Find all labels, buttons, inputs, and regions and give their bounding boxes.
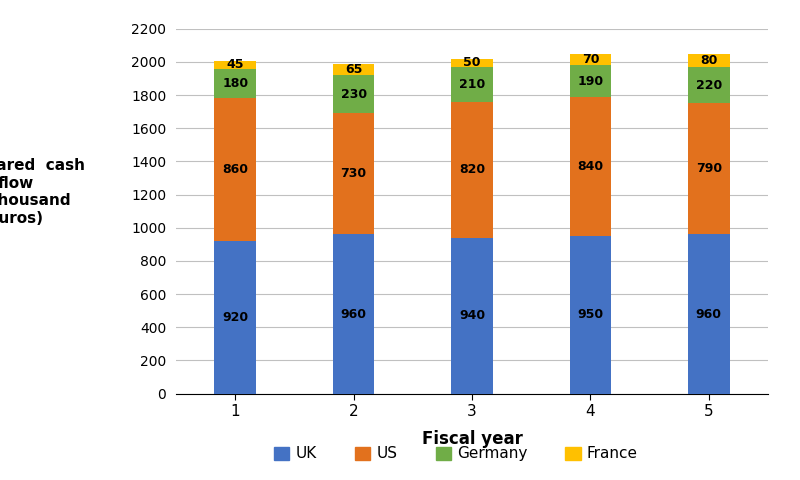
Bar <box>333 234 374 394</box>
Text: 80: 80 <box>700 54 718 67</box>
Text: 920: 920 <box>222 311 248 324</box>
Text: 840: 840 <box>578 160 603 173</box>
Bar <box>333 113 374 234</box>
Text: 45: 45 <box>226 59 244 72</box>
Text: 960: 960 <box>341 308 366 321</box>
Text: 950: 950 <box>578 308 603 321</box>
Bar <box>570 54 611 65</box>
Text: 230: 230 <box>341 88 366 101</box>
Bar <box>214 241 256 394</box>
Legend: UK, US, Germany, France: UK, US, Germany, France <box>268 440 644 468</box>
Text: 790: 790 <box>696 162 722 175</box>
Text: 820: 820 <box>459 163 485 176</box>
Bar <box>214 69 256 98</box>
Bar <box>451 59 493 67</box>
Text: 190: 190 <box>578 74 603 87</box>
Bar <box>688 234 730 394</box>
Bar <box>451 67 493 102</box>
Text: 180: 180 <box>222 77 248 90</box>
Bar <box>688 54 730 67</box>
Text: 730: 730 <box>341 168 366 180</box>
Bar <box>214 98 256 241</box>
Text: 960: 960 <box>696 308 722 321</box>
X-axis label: Fiscal year: Fiscal year <box>422 430 522 448</box>
Bar <box>451 238 493 394</box>
Text: 70: 70 <box>582 53 599 66</box>
Bar <box>570 65 611 97</box>
Text: Compared  cash
flow
(in thousand
Euros): Compared cash flow (in thousand Euros) <box>0 158 85 226</box>
Text: 50: 50 <box>463 56 481 69</box>
Bar <box>570 97 611 236</box>
Bar <box>451 102 493 238</box>
Bar <box>333 64 374 75</box>
Bar <box>333 75 374 113</box>
Bar <box>570 236 611 394</box>
Text: 65: 65 <box>345 63 362 76</box>
Bar <box>688 67 730 103</box>
Text: 860: 860 <box>222 163 248 176</box>
Bar <box>688 103 730 234</box>
Bar <box>214 61 256 69</box>
Text: 220: 220 <box>696 79 722 92</box>
Text: 210: 210 <box>459 78 485 91</box>
Text: 940: 940 <box>459 309 485 322</box>
